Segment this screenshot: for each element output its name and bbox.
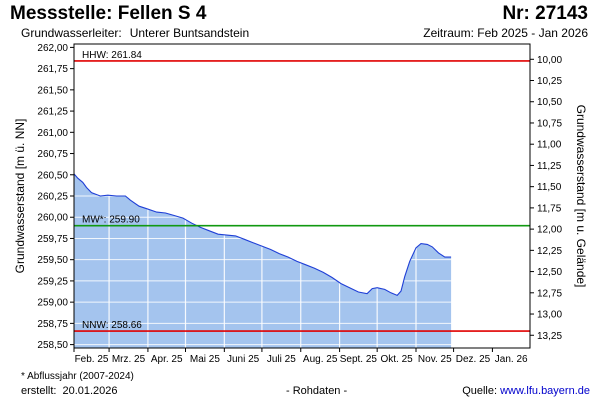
- x-tick-label: Aug. 25: [303, 354, 338, 365]
- x-tick-label: Dez. 25: [456, 354, 491, 365]
- y-tick-label: 259,75: [37, 234, 68, 245]
- y-right-tick-label: 12,25: [537, 246, 562, 257]
- period-label: Zeitraum: Feb 2025 - Jan 2026: [423, 26, 588, 40]
- reference-label-mw: MW*: 259.90: [82, 215, 140, 226]
- y-right-tick-label: 12,75: [537, 288, 562, 299]
- raw-data-note: - Rohdaten -: [286, 385, 348, 397]
- y-right-tick-label: 11,25: [537, 161, 562, 172]
- y-right-tick-label: 11,00: [537, 140, 562, 151]
- x-tick-label: Juli 25: [267, 354, 296, 365]
- y-right-tick-label: 10,50: [537, 97, 562, 108]
- reference-label-hhw: HHW: 261.84: [82, 50, 142, 61]
- created-label: erstellt:: [21, 385, 57, 397]
- station-title: Messstelle: Fellen S 4: [10, 3, 207, 24]
- y-right-tick-label: 11,50: [537, 182, 562, 193]
- series-line: [73, 173, 452, 297]
- source-link[interactable]: www.lfu.bayern.de: [500, 385, 590, 397]
- x-tick-label: Sept. 25: [340, 354, 378, 365]
- footnote-mean-period: * Abflussjahr (2007-2024): [21, 371, 134, 382]
- aquifer-row: Grundwasserleiter: Unterer Buntsandstein: [21, 26, 249, 40]
- y-tick-label: 259,25: [37, 276, 68, 287]
- source-label: Quelle:: [462, 385, 498, 397]
- source-row: Quelle: www.lfu.bayern.de: [462, 385, 590, 397]
- reference-label-nnw: NNW: 258.66: [82, 320, 142, 331]
- y-right-tick-label: 12,50: [537, 267, 562, 278]
- x-tick-label: Jan. 26: [495, 354, 528, 365]
- x-tick-label: Juni 25: [227, 354, 260, 365]
- created-date-row: erstellt: 20.01.2026: [21, 385, 118, 397]
- y-tick-label: 260,75: [37, 149, 68, 160]
- y-tick-label: 258,50: [37, 340, 68, 351]
- x-tick-label: Mai 25: [190, 354, 220, 365]
- y-tick-label: 260,50: [37, 170, 68, 181]
- created-date: 20.01.2026: [62, 385, 118, 397]
- y-right-tick-label: 11,75: [537, 203, 562, 214]
- aquifer-value: Unterer Buntsandstein: [129, 26, 250, 40]
- x-tick-label: Okt. 25: [380, 354, 413, 365]
- y-tick-label: 261,75: [37, 64, 68, 75]
- y-axis-title-right: Grundwasserstand [m u. Gelände]: [574, 105, 588, 288]
- y-tick-label: 260,00: [37, 213, 68, 224]
- x-tick-label: Apr. 25: [151, 354, 183, 365]
- y-tick-label: 259,00: [37, 298, 68, 309]
- y-right-tick-label: 13,25: [537, 331, 562, 342]
- y-tick-label: 260,25: [37, 192, 68, 203]
- station-number: Nr: 27143: [502, 3, 588, 24]
- y-right-tick-label: 10,25: [537, 76, 562, 87]
- y-right-tick-label: 13,00: [537, 310, 562, 321]
- y-tick-label: 261,00: [37, 128, 68, 139]
- y-right-tick-label: 10,00: [537, 55, 562, 66]
- y-right-tick-label: 10,75: [537, 118, 562, 129]
- y-tick-label: 262,00: [37, 43, 68, 54]
- x-tick-label: Mrz. 25: [112, 354, 146, 365]
- x-tick-label: Nov. 25: [418, 354, 452, 365]
- y-tick-label: 259,50: [37, 255, 68, 266]
- y-tick-label: 261,50: [37, 85, 68, 96]
- y-axis-title: Grundwasserstand [m ü. NN]: [13, 119, 27, 274]
- y-right-tick-label: 12,00: [537, 225, 562, 236]
- y-tick-label: 258,75: [37, 319, 68, 330]
- aquifer-label: Grundwasserleiter:: [21, 26, 122, 40]
- x-tick-label: Feb. 25: [75, 354, 109, 365]
- y-tick-label: 261,25: [37, 107, 68, 118]
